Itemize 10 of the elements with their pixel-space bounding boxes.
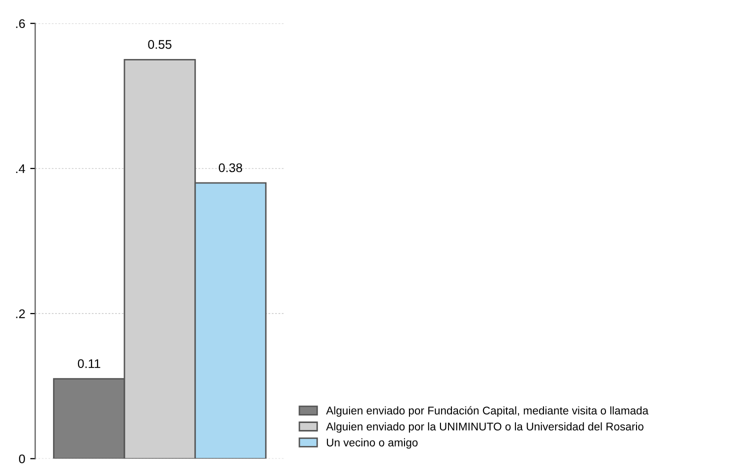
legend-label: Alguien enviado por la UNIMINUTO o la Universidad del Rosario: [326, 422, 644, 433]
y-tick-label: .6: [16, 19, 25, 28]
data-label: 0.11: [78, 359, 100, 368]
legend-label: Un vecino o amigo: [326, 438, 418, 449]
y-tick-label: .2: [16, 309, 25, 318]
data-label: 0.55: [148, 40, 172, 49]
y-tick-label: .4: [16, 164, 26, 174]
y-tick-label: 0: [19, 454, 25, 464]
legend-label: Alguien enviado por Fundación Capital, mediante visita o llamada: [326, 406, 648, 417]
data-label: 0.38: [218, 163, 242, 172]
